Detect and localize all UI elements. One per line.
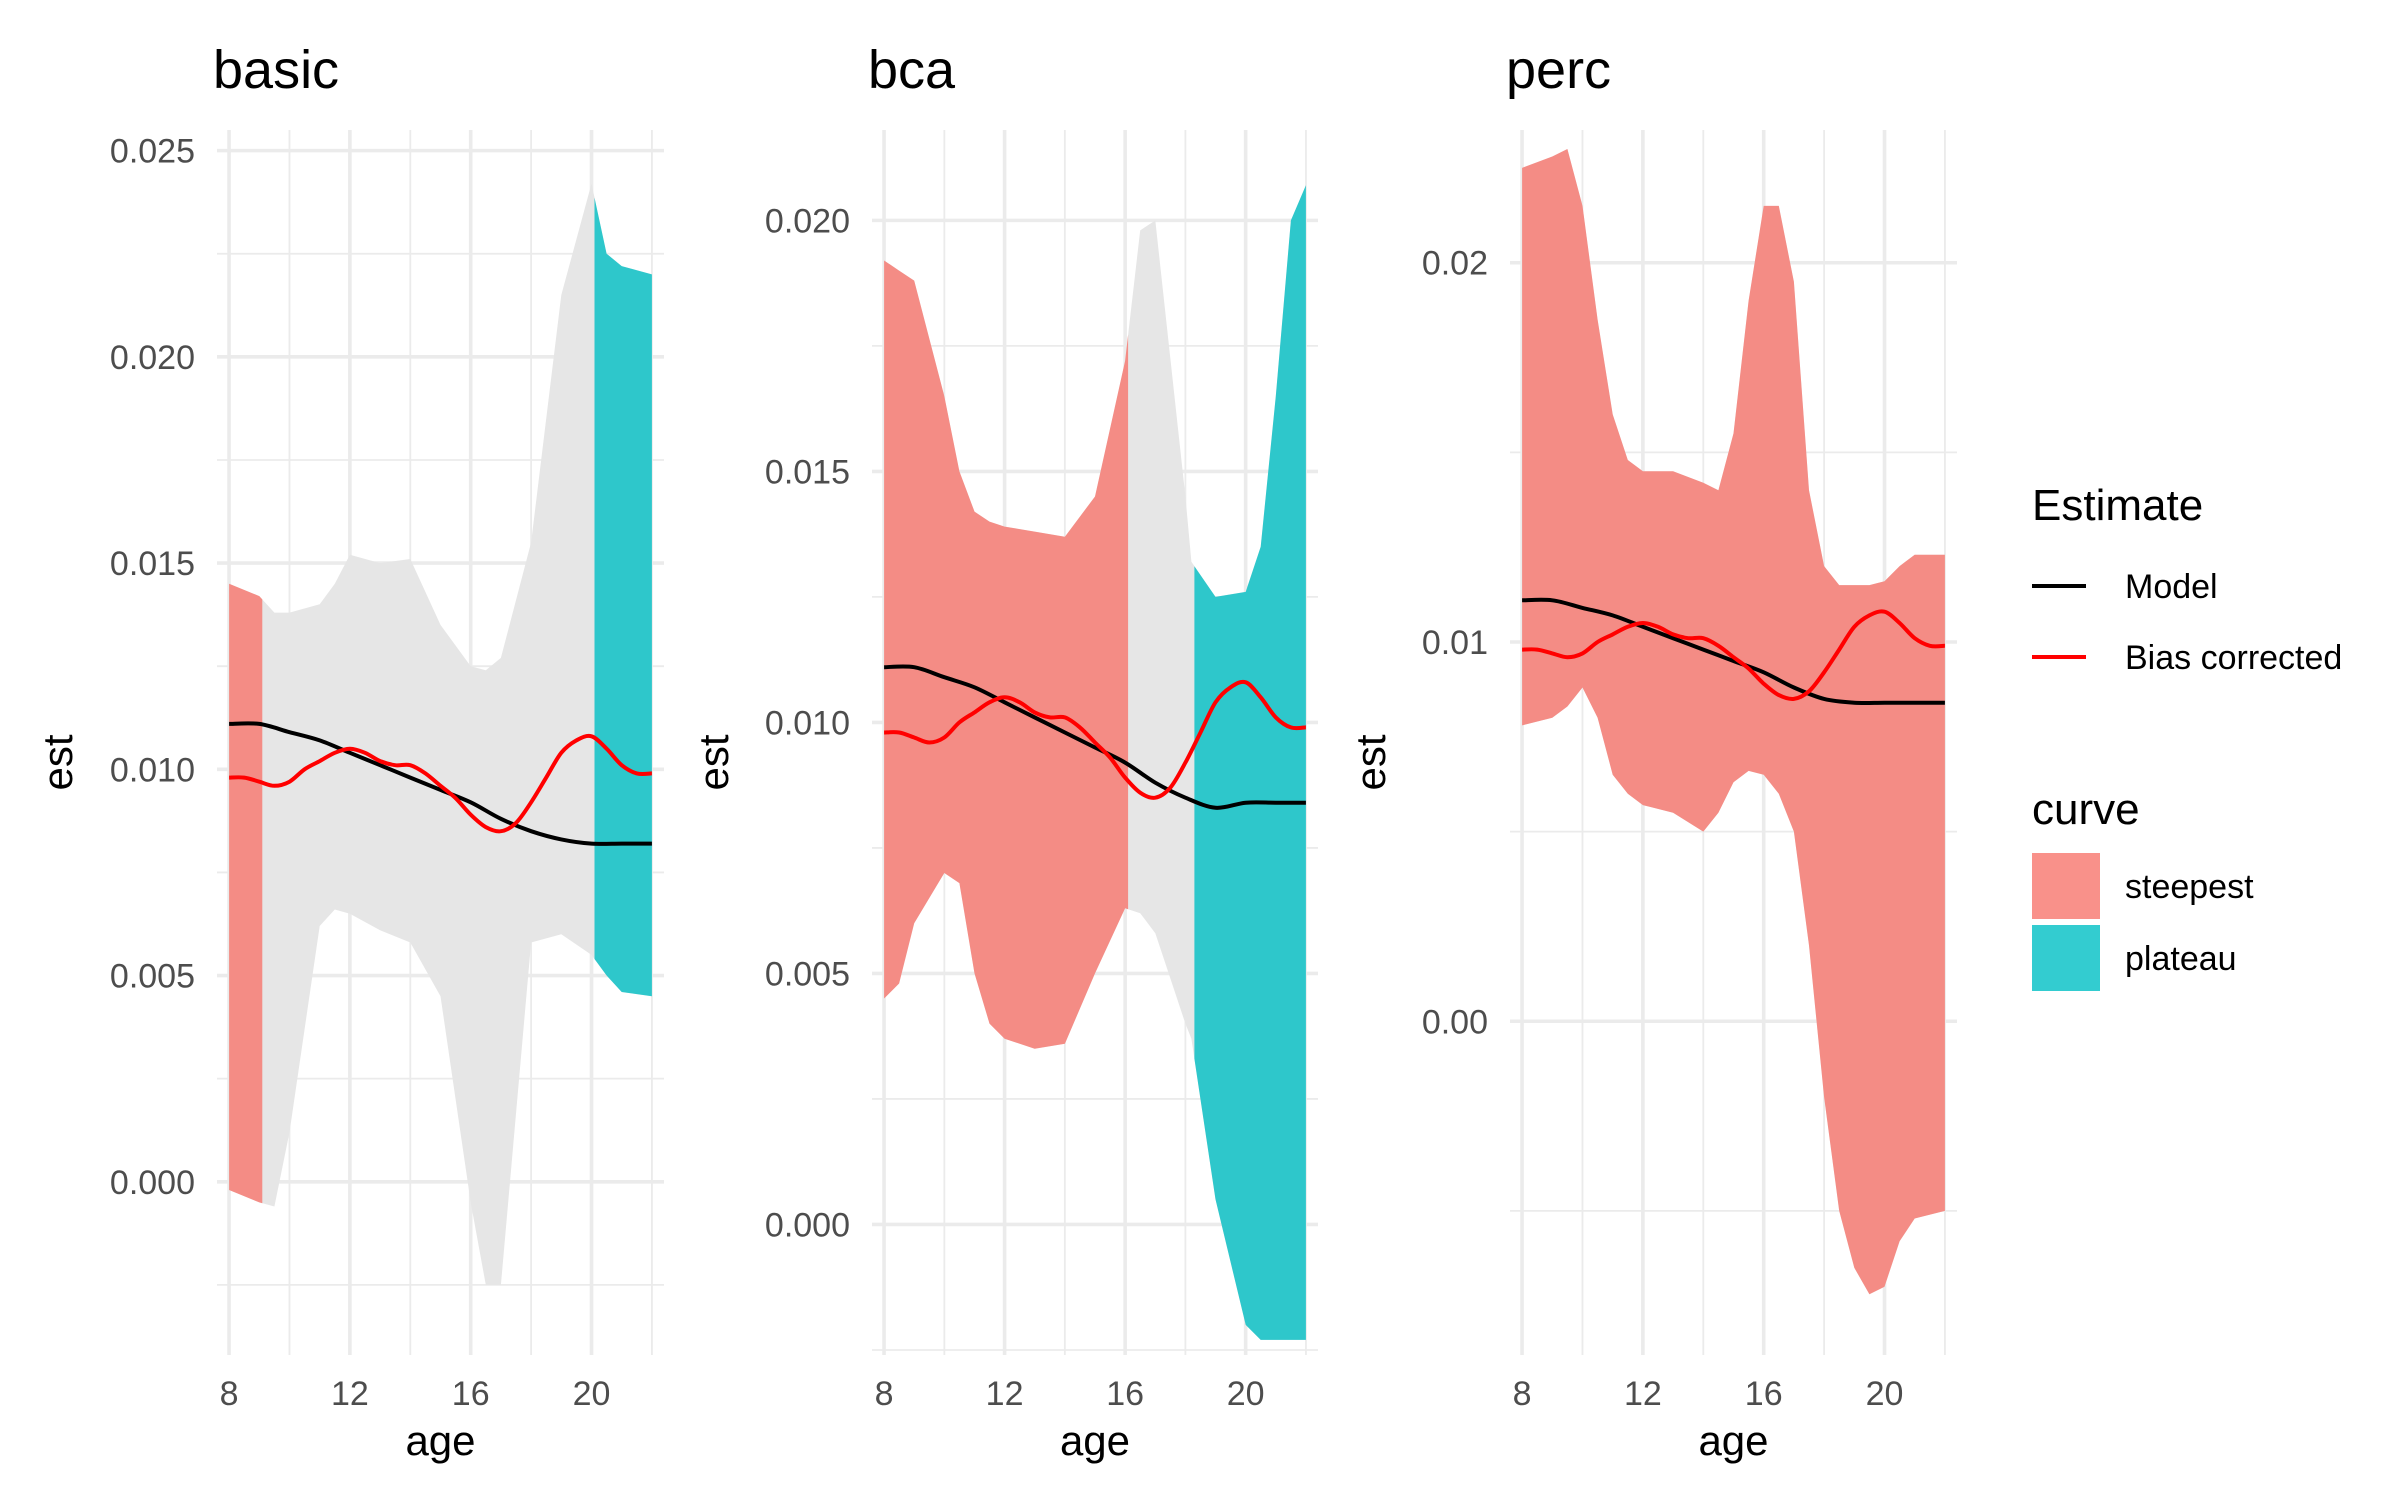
y-tick-label: 0.02 — [1422, 245, 1488, 283]
legend-label-plateau: plateau — [2125, 940, 2237, 978]
x-tick-label: 8 — [875, 1375, 894, 1413]
ribbon-segment-steepest — [884, 260, 1129, 1049]
facet-panels: 8 12 16 20 0.000 0.005 0.010 0.015 0.020 0.025 bas… — [34, 40, 1957, 1464]
x-tick-label: 8 — [220, 1375, 239, 1413]
model-line — [884, 664, 1306, 810]
y-tick-label: 0.000 — [765, 1206, 850, 1244]
x-tick-label: 12 — [1624, 1375, 1662, 1413]
legend-label-model: Model — [2125, 568, 2218, 606]
y-tick-label: 0.025 — [110, 133, 195, 171]
ci-ribbon — [229, 183, 652, 1285]
panel-title: bca — [868, 40, 956, 100]
x-tick-label: 20 — [1866, 1375, 1904, 1413]
x-tick-label: 16 — [1745, 1375, 1783, 1413]
y-tick-label: 0.020 — [110, 339, 195, 377]
x-tick-label: 16 — [1106, 1375, 1144, 1413]
y-tick-label: 0.015 — [110, 545, 195, 583]
legend-label-steepest: steepest — [2125, 868, 2254, 906]
legend-label-bias-corrected: Bias corrected — [2125, 639, 2342, 677]
model-line — [1522, 597, 1945, 705]
legend-title-curve: curve — [2032, 785, 2140, 834]
y-axis-label: est — [1347, 734, 1394, 790]
panel-title: perc — [1506, 40, 1611, 100]
ribbon-segment-steepest — [229, 583, 263, 1204]
x-tick-label: 12 — [331, 1375, 369, 1413]
y-tick-label: 0.000 — [110, 1164, 195, 1202]
legend-key-plateau — [2032, 925, 2100, 991]
x-axis-label: age — [1060, 1417, 1130, 1464]
y-tick-label: 0.005 — [110, 958, 195, 996]
x-tick-label: 20 — [573, 1375, 611, 1413]
x-tick-label: 8 — [1513, 1375, 1532, 1413]
bias-corrected-line — [884, 679, 1307, 800]
x-tick-label: 20 — [1227, 1375, 1265, 1413]
y-axis-label: est — [34, 734, 81, 790]
y-tick-label: 0.015 — [765, 453, 850, 491]
legend-key-steepest — [2032, 853, 2100, 919]
bias-corrected-line — [229, 733, 652, 834]
x-tick-label: 16 — [452, 1375, 490, 1413]
x-axis-label: age — [1698, 1417, 1768, 1464]
panel-basic: 8 12 16 20 0.000 0.005 0.010 0.015 0.020 0.025 bas… — [34, 40, 664, 1464]
y-tick-label: 0.005 — [765, 955, 850, 993]
y-axis-label: est — [690, 734, 737, 790]
y-tick-label: 0.010 — [110, 751, 195, 789]
y-tick-label: 0.01 — [1422, 624, 1488, 662]
x-axis-label: age — [405, 1417, 475, 1464]
panel-bca: 8 12 16 20 0.000 0.005 0.010 0.015 0.020 bca age es… — [690, 40, 1318, 1464]
y-tick-label: 0.00 — [1422, 1003, 1488, 1041]
ribbon-segment-steepest — [1522, 149, 1945, 1295]
x-tick-label: 12 — [986, 1375, 1024, 1413]
legend: Estimate Model Bias corrected curve stee… — [2032, 481, 2342, 991]
y-tick-label: 0.010 — [765, 704, 850, 742]
bias-corrected-line — [1522, 609, 1945, 702]
ribbon-segment-plateau — [1194, 185, 1306, 1340]
y-tick-label: 0.020 — [765, 202, 850, 240]
legend-title-estimate: Estimate — [2032, 481, 2203, 530]
ribbon-segment-plateau — [594, 197, 652, 997]
panel-title: basic — [213, 40, 339, 100]
panel-perc: 8 12 16 20 0.00 0.01 0.02 perc age est — [1347, 40, 1957, 1464]
model-line — [229, 721, 652, 846]
